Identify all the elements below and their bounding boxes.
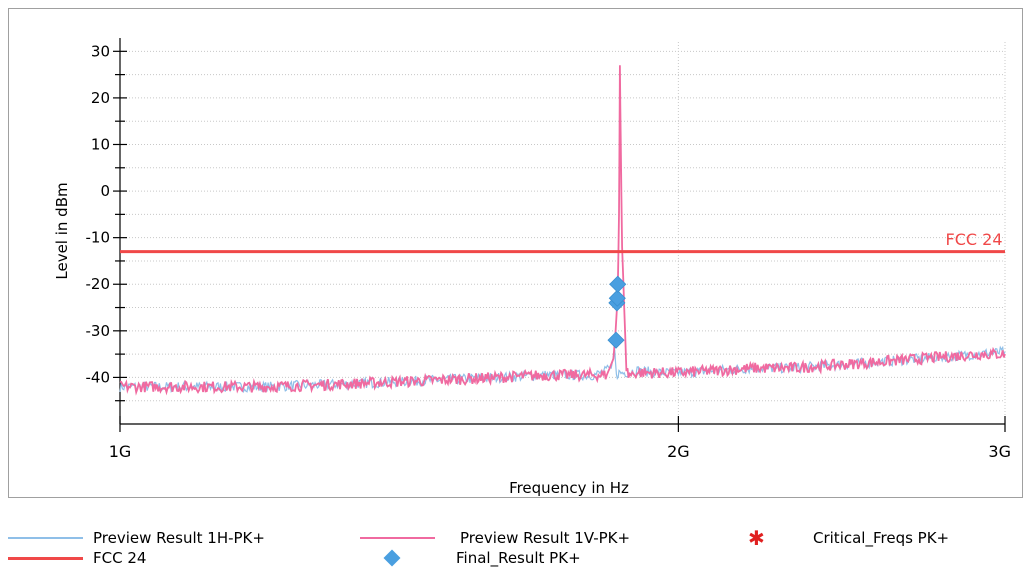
final-result-marker bbox=[608, 289, 626, 307]
legend-item-preview-h: Preview Result 1H-PK+ bbox=[8, 527, 265, 549]
legend-label-preview-h: Preview Result 1H-PK+ bbox=[93, 529, 265, 547]
final-result-marker bbox=[607, 331, 625, 349]
diamond-icon bbox=[383, 549, 401, 567]
final-result-marker bbox=[609, 275, 627, 293]
plot-frame: Level in dBm Frequency in Hz FCC 24 30 20… bbox=[8, 8, 1023, 498]
series-layer bbox=[119, 65, 1006, 396]
y-tick-label: -40 bbox=[86, 368, 111, 386]
y-tick-label: -30 bbox=[86, 322, 111, 340]
x-tick-label: 3G bbox=[988, 442, 1011, 461]
series-preview-v-line bbox=[119, 65, 1006, 396]
legend-label-preview-v: Preview Result 1V-PK+ bbox=[460, 529, 631, 547]
y-axis-label: Level in dBm bbox=[53, 182, 71, 279]
asterisk-icon: ✱ bbox=[748, 526, 765, 550]
limit-line-annotation: FCC 24 bbox=[946, 230, 1003, 249]
x-axis-label: Frequency in Hz bbox=[509, 479, 629, 497]
legend-label-final: Final_Result PK+ bbox=[456, 549, 581, 567]
label-layer: Level in dBm Frequency in Hz FCC 24 30 20… bbox=[53, 42, 1011, 497]
y-tick-label: 20 bbox=[91, 89, 110, 107]
y-tick-label: -20 bbox=[86, 275, 111, 293]
axes-layer bbox=[113, 38, 1006, 432]
legend-item-critical: ✱ Critical_Freqs PK+ bbox=[748, 526, 950, 550]
legend-swatch-preview-v bbox=[360, 537, 435, 539]
x-tick-label: 1G bbox=[109, 442, 132, 461]
legend-label-limit: FCC 24 bbox=[93, 549, 147, 567]
marker-layer bbox=[607, 275, 627, 349]
y-tick-label: 0 bbox=[100, 182, 110, 200]
y-tick-label: 30 bbox=[91, 42, 110, 60]
legend-item-preview-v: Preview Result 1V-PK+ bbox=[360, 527, 630, 549]
legend-label-critical: Critical_Freqs PK+ bbox=[813, 529, 950, 547]
grid-layer bbox=[120, 42, 1006, 424]
legend-item-limit: FCC 24 bbox=[8, 547, 146, 569]
y-tick-label: -10 bbox=[86, 229, 111, 247]
legend-swatch-preview-h bbox=[8, 537, 83, 539]
legend-item-final: Final_Result PK+ bbox=[383, 547, 581, 569]
y-tick-label: 10 bbox=[91, 135, 110, 153]
legend-swatch-limit bbox=[8, 556, 83, 560]
x-tick-label: 2G bbox=[667, 442, 690, 461]
chart: Level in dBm Frequency in Hz FCC 24 30 20… bbox=[53, 38, 1011, 497]
